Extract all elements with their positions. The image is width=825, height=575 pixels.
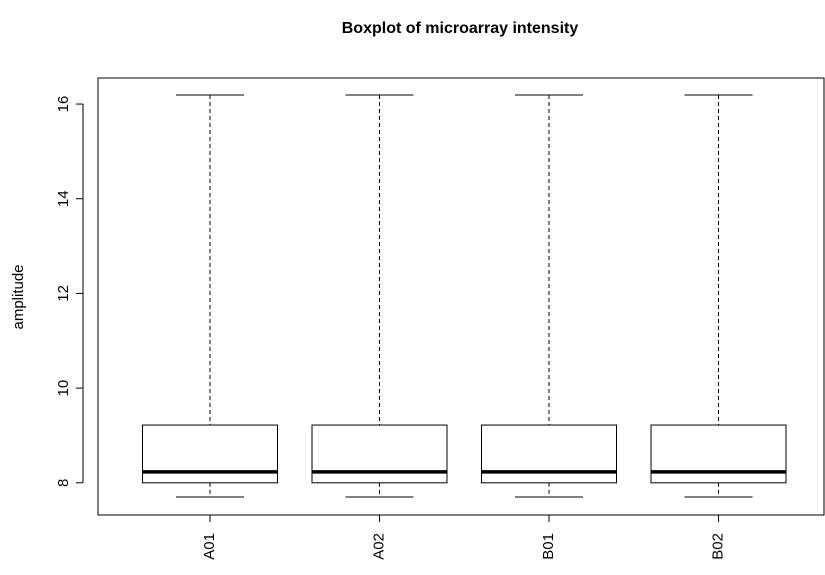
- y-axis-label: amplitude: [10, 264, 27, 329]
- y-tick-label: 10: [55, 380, 72, 397]
- box: [481, 424, 617, 484]
- x-tick-label: A01: [201, 533, 218, 560]
- box: [311, 424, 448, 484]
- chart-title: Boxplot of microarray intensity: [342, 20, 579, 37]
- x-tick-label: A02: [370, 533, 387, 560]
- y-tick-label: 14: [55, 190, 72, 207]
- box: [142, 424, 278, 484]
- y-tick-label: 8: [55, 479, 72, 487]
- x-tick-label: B02: [709, 533, 726, 560]
- x-tick-label: B01: [540, 533, 557, 560]
- y-tick-label: 16: [55, 96, 72, 113]
- y-tick-label: 12: [55, 285, 72, 302]
- box: [650, 424, 787, 484]
